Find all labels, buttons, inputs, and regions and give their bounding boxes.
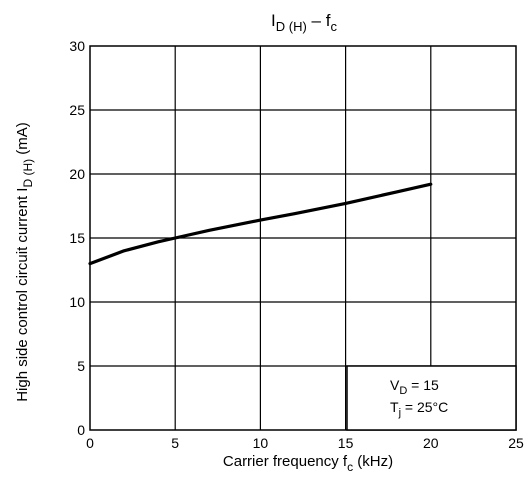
condition-vd: VD = 15: [390, 377, 439, 397]
y-axis-label: High side control circuit current ID (H)…: [14, 122, 35, 402]
y-tick-label: 20: [69, 166, 85, 182]
y-tick-labels: 0 5 10 15 20 25 30: [69, 38, 85, 438]
series-group: [88, 182, 433, 266]
x-tick-label: 10: [253, 435, 269, 451]
x-tick-label: 5: [171, 435, 179, 451]
x-tick-label: 25: [508, 435, 524, 451]
series-line: [88, 182, 433, 266]
y-tick-label: 30: [69, 38, 85, 54]
chart-title: ID (H) – fc: [271, 11, 337, 34]
y-tick-label: 25: [69, 102, 85, 118]
x-tick-label: 0: [86, 435, 94, 451]
y-tick-label: 10: [69, 294, 85, 310]
x-tick-labels: 0 5 10 15 20 25: [86, 435, 524, 451]
condition-tj: Tj = 25°C: [390, 399, 448, 419]
condition-box: [346, 365, 517, 431]
y-tick-label: 0: [77, 422, 85, 438]
x-tick-label: 20: [423, 435, 439, 451]
x-axis-label: Carrier frequency fc (kHz): [223, 453, 393, 474]
y-tick-label: 5: [77, 358, 85, 374]
y-tick-label: 15: [69, 230, 85, 246]
x-tick-label: 15: [338, 435, 354, 451]
